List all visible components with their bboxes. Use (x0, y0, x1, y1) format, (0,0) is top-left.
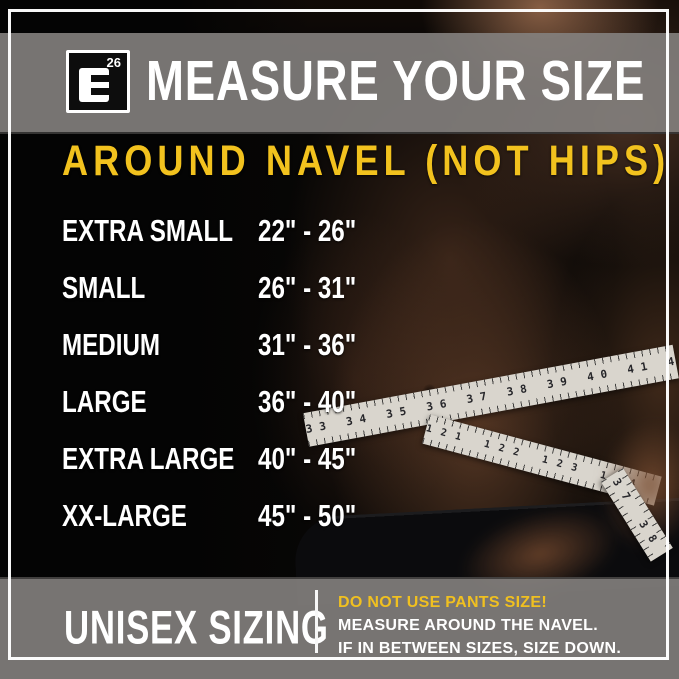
logo-e-notch (91, 88, 110, 95)
table-row: MEDIUM 31" - 36" (62, 316, 412, 373)
note-size-down: IF IN BETWEEN SIZES, SIZE DOWN. (338, 640, 622, 657)
table-row: LARGE 36" - 40" (62, 373, 412, 430)
table-row: XX-LARGE 45" - 50" (62, 487, 412, 544)
size-label: MEDIUM (62, 326, 161, 362)
size-range: 31" - 36" (258, 326, 357, 362)
vertical-divider (315, 590, 318, 653)
size-table: EXTRA SMALL 22" - 26" SMALL 26" - 31" ME… (62, 202, 412, 544)
unisex-sizing-label: UNISEX SIZING (64, 600, 329, 654)
size-range: 22" - 26" (258, 212, 357, 248)
header-bar: 26 E MEASURE YOUR SIZE (0, 33, 679, 134)
subtitle-around-navel: AROUND NAVEL (NOT HIPS) (62, 137, 671, 185)
table-row: EXTRA SMALL 22" - 26" (62, 202, 412, 259)
logo-e-notch (91, 75, 110, 82)
logo-letter-e-shape (79, 68, 110, 102)
size-label: SMALL (62, 269, 146, 305)
brand-logo: 26 E (66, 50, 130, 113)
size-label: EXTRA LARGE (62, 440, 235, 476)
note-measure-around-navel: MEASURE AROUND THE NAVEL. (338, 617, 598, 634)
note-do-not-use-pants-size: DO NOT USE PANTS SIZE! (338, 594, 547, 611)
size-range: 26" - 31" (258, 269, 357, 305)
footer-notes: DO NOT USE PANTS SIZE! MEASURE AROUND TH… (338, 591, 621, 660)
size-label: EXTRA SMALL (62, 212, 234, 248)
page-title: MEASURE YOUR SIZE (146, 48, 646, 113)
size-range: 36" - 40" (258, 383, 357, 419)
size-label: XX-LARGE (62, 497, 187, 533)
logo-number: 26 (106, 55, 121, 70)
footer-bar: UNISEX SIZING DO NOT USE PANTS SIZE! MEA… (0, 577, 679, 679)
size-range: 40" - 45" (258, 440, 357, 476)
size-label: LARGE (62, 383, 147, 419)
table-row: EXTRA LARGE 40" - 45" (62, 430, 412, 487)
size-range: 45" - 50" (258, 497, 357, 533)
table-row: SMALL 26" - 31" (62, 259, 412, 316)
